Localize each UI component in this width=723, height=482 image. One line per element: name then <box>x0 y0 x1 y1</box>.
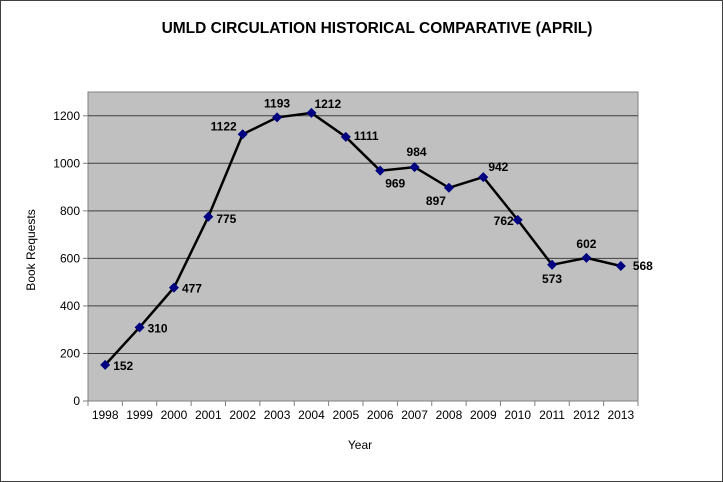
plot-area <box>87 91 639 402</box>
x-tick-label: 2000 <box>161 408 188 422</box>
x-axis-label: Year <box>348 438 372 452</box>
chart-title: UMLD CIRCULATION HISTORICAL COMPARATIVE … <box>162 20 593 37</box>
x-tick-label: 1998 <box>92 408 119 422</box>
y-axis-label: Book Requests <box>24 209 38 290</box>
data-label: 1212 <box>314 97 341 111</box>
x-tick-label: 2013 <box>607 408 634 422</box>
y-tick-label: 0 <box>73 394 80 408</box>
x-tick-label: 1999 <box>126 408 153 422</box>
y-tick-label: 200 <box>60 346 80 360</box>
data-point <box>100 359 111 370</box>
x-tick-label: 2012 <box>573 408 600 422</box>
x-tick-label: 2011 <box>539 408 565 422</box>
data-point <box>443 182 454 193</box>
data-label: 762 <box>494 214 514 228</box>
data-point <box>375 165 386 176</box>
x-tick-label: 2005 <box>332 408 359 422</box>
x-tick-label: 2001 <box>195 408 222 422</box>
data-point <box>615 260 626 271</box>
data-label: 573 <box>542 272 562 286</box>
data-label: 1122 <box>211 119 237 133</box>
data-label: 969 <box>385 177 405 191</box>
x-tick-label: 2004 <box>298 408 325 422</box>
data-point <box>512 214 523 225</box>
x-tick-label: 2007 <box>401 408 428 422</box>
x-tick-label: 2002 <box>229 408 256 422</box>
data-label: 602 <box>576 237 596 251</box>
data-label: 1111 <box>354 129 379 143</box>
data-point <box>340 131 351 142</box>
data-point <box>168 282 179 293</box>
y-tick-label: 600 <box>60 251 80 265</box>
x-tick-label: 2008 <box>436 408 463 422</box>
data-label: 1193 <box>264 96 290 110</box>
data-point <box>547 259 558 270</box>
data-label: 477 <box>182 282 202 296</box>
y-tick-label: 1000 <box>53 156 80 170</box>
data-point <box>581 252 592 263</box>
y-tick-label: 400 <box>60 299 80 313</box>
data-point <box>237 129 248 140</box>
y-tick-label: 1200 <box>53 109 80 123</box>
data-point <box>306 107 317 118</box>
data-label: 310 <box>148 321 168 335</box>
data-label: 775 <box>216 212 236 226</box>
data-label: 568 <box>633 259 653 273</box>
series-line <box>104 111 622 366</box>
data-label: 942 <box>488 160 508 174</box>
data-point <box>134 322 145 333</box>
x-tick-label: 2009 <box>470 408 497 422</box>
data-point <box>203 211 214 222</box>
y-tick-label: 800 <box>60 204 80 218</box>
data-label: 152 <box>113 359 133 373</box>
x-tick-label: 2003 <box>264 408 291 422</box>
data-label: 984 <box>407 145 427 159</box>
data-point <box>478 172 489 183</box>
data-point <box>409 162 420 173</box>
x-tick-label: 2006 <box>367 408 394 422</box>
data-point <box>272 112 283 123</box>
x-tick-label: 2010 <box>504 408 531 422</box>
data-label: 897 <box>426 194 446 208</box>
